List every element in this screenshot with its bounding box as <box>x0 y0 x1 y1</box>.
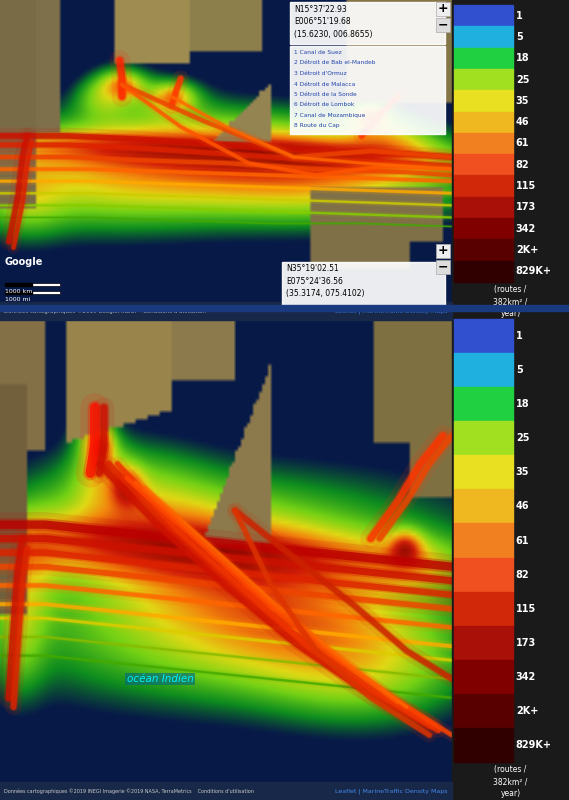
Bar <box>454 5 513 26</box>
Text: 1 Canal de Suez: 1 Canal de Suez <box>294 50 342 55</box>
Text: 5 Détroit de la Sonde: 5 Détroit de la Sonde <box>294 92 357 97</box>
Text: 173: 173 <box>516 202 536 213</box>
Text: (routes /
382km² /
year): (routes / 382km² / year) <box>493 766 527 798</box>
Text: 1000 mi: 1000 mi <box>5 297 30 302</box>
Bar <box>0 0 452 302</box>
Text: 342: 342 <box>516 672 536 682</box>
Text: 46: 46 <box>516 502 529 511</box>
Text: 4 Détroit de Malacca: 4 Détroit de Malacca <box>294 82 355 86</box>
Bar <box>454 111 513 133</box>
Bar <box>290 2 445 44</box>
Text: Leaflet | MarineTraffic Density Maps: Leaflet | MarineTraffic Density Maps <box>336 308 448 314</box>
Text: 2 Détroit de Bab el-Mandeb: 2 Détroit de Bab el-Mandeb <box>294 61 376 66</box>
Bar <box>436 260 450 274</box>
Text: 1000 km: 1000 km <box>5 289 32 294</box>
Text: N35°19'02.51
E075°24'36.56
(35.3174, 075.4102): N35°19'02.51 E075°24'36.56 (35.3174, 075… <box>286 264 365 298</box>
Bar <box>454 558 513 592</box>
Bar <box>436 18 450 32</box>
Bar <box>454 319 513 353</box>
Bar <box>454 154 513 175</box>
Text: 1: 1 <box>516 331 522 341</box>
Text: Données cartographiques ©2019 Google, INEGI    Conditions d'utilisation: Données cartographiques ©2019 Google, IN… <box>4 308 206 314</box>
Text: 18: 18 <box>516 54 529 63</box>
Text: +: + <box>438 2 448 15</box>
Bar <box>454 694 513 728</box>
Bar <box>454 455 513 490</box>
Bar <box>454 422 513 455</box>
Text: 8 Route du Cap: 8 Route du Cap <box>294 123 340 129</box>
Text: 829K+: 829K+ <box>516 266 552 276</box>
Bar <box>454 261 513 282</box>
Text: 7 Canal de Mozambique: 7 Canal de Mozambique <box>294 113 365 118</box>
Bar <box>454 90 513 111</box>
Bar <box>454 26 513 48</box>
Text: 342: 342 <box>516 224 536 234</box>
Bar <box>454 197 513 218</box>
Bar <box>454 175 513 197</box>
Bar <box>282 262 445 306</box>
Bar <box>0 302 452 320</box>
Bar <box>454 218 513 239</box>
Text: 25: 25 <box>516 74 529 85</box>
Text: 829K+: 829K+ <box>516 740 552 750</box>
Text: N15°37'22.93
E006°51'19.68
(15.6230, 006.8655): N15°37'22.93 E006°51'19.68 (15.6230, 006… <box>294 5 373 39</box>
Bar <box>5 291 32 294</box>
Bar <box>454 728 513 762</box>
Bar <box>290 46 445 134</box>
Bar <box>454 69 513 90</box>
Text: 115: 115 <box>516 604 536 614</box>
Text: 5: 5 <box>516 32 522 42</box>
Text: 46: 46 <box>516 117 529 127</box>
Text: 82: 82 <box>516 570 529 579</box>
Text: 61: 61 <box>516 138 529 149</box>
Text: 61: 61 <box>516 535 529 546</box>
Bar <box>454 592 513 626</box>
Text: 115: 115 <box>516 181 536 191</box>
Text: Leaflet | MarineTraffic Density Maps: Leaflet | MarineTraffic Density Maps <box>336 788 448 794</box>
Bar <box>454 48 513 69</box>
Text: 5: 5 <box>516 365 522 375</box>
Bar <box>436 244 450 258</box>
Bar <box>0 782 452 800</box>
Text: −: − <box>438 18 448 31</box>
Text: 2K+: 2K+ <box>516 245 538 255</box>
Bar <box>454 353 513 387</box>
Text: −: − <box>438 261 448 274</box>
Text: (routes /
382km² /
year): (routes / 382km² / year) <box>493 286 527 318</box>
Text: 18: 18 <box>516 399 529 409</box>
Text: 6 Détroit de Lombok: 6 Détroit de Lombok <box>294 102 354 107</box>
Bar <box>454 239 513 261</box>
Bar <box>436 2 450 16</box>
Text: 35: 35 <box>516 467 529 478</box>
Bar <box>452 0 569 800</box>
Bar <box>454 626 513 660</box>
Bar <box>454 660 513 694</box>
Text: 35: 35 <box>516 96 529 106</box>
Bar <box>454 133 513 154</box>
Text: océan Indien: océan Indien <box>126 674 193 684</box>
Text: 2K+: 2K+ <box>516 706 538 716</box>
Text: Données cartographiques ©2019 INEGI Imagerie ©2019 NASA, TerraMetrics    Conditi: Données cartographiques ©2019 INEGI Imag… <box>4 788 254 794</box>
Text: 173: 173 <box>516 638 536 648</box>
Text: +: + <box>438 245 448 258</box>
Bar <box>5 283 60 286</box>
Text: 1: 1 <box>516 10 522 21</box>
Text: Google: Google <box>5 257 43 267</box>
Bar <box>0 314 452 782</box>
Bar <box>5 291 60 294</box>
Bar <box>0 305 569 311</box>
Bar <box>454 490 513 523</box>
Text: 25: 25 <box>516 434 529 443</box>
Bar <box>454 387 513 422</box>
Bar <box>454 523 513 558</box>
Text: 3 Détroit d'Ormuz: 3 Détroit d'Ormuz <box>294 71 347 76</box>
Text: 82: 82 <box>516 160 529 170</box>
Bar <box>5 283 32 286</box>
